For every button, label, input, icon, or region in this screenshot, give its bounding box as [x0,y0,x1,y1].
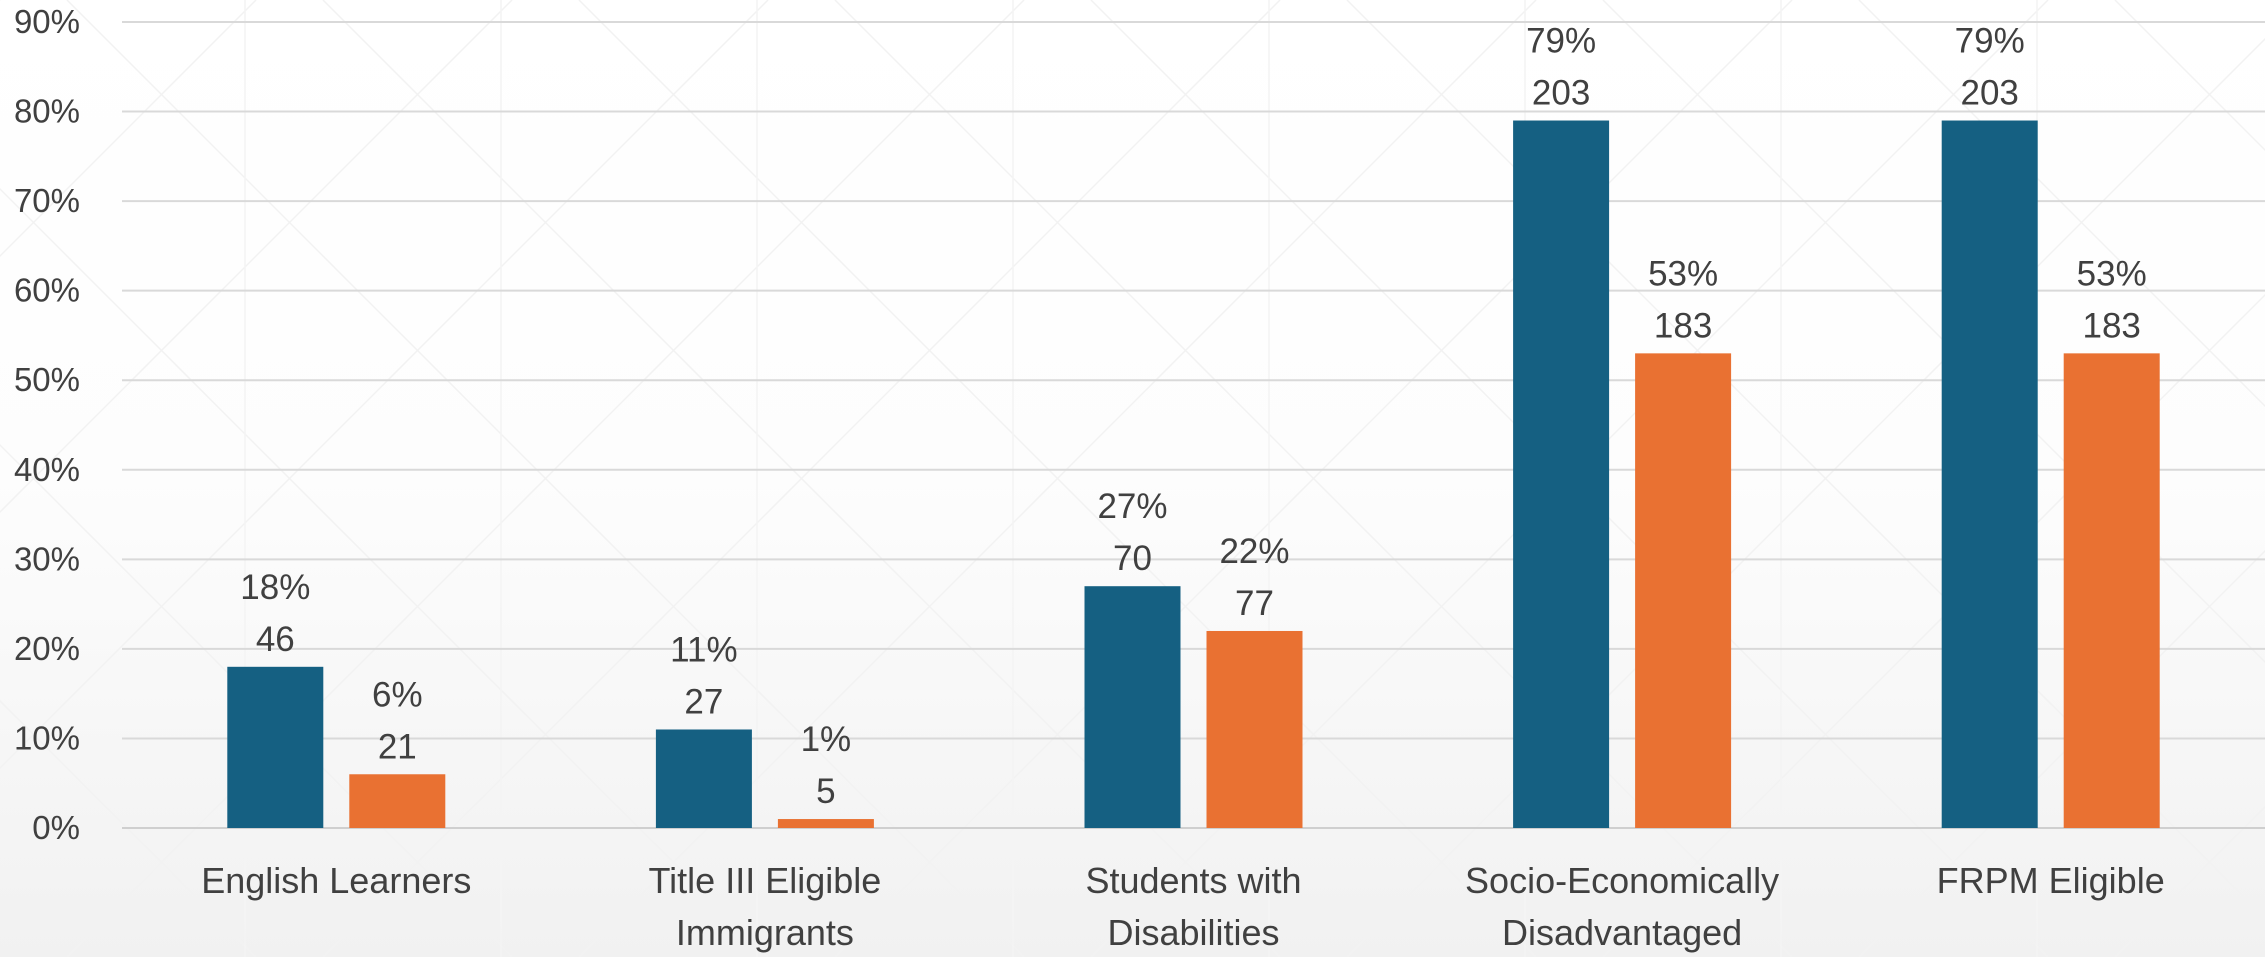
bar-series-2 [777,819,874,828]
data-label-count: 183 [1654,306,1712,345]
bar-series-2 [1635,353,1732,828]
data-label-count: 183 [2082,306,2140,345]
y-tick-label: 90% [14,3,80,40]
data-label-percent: 22% [1219,532,1289,571]
bar-series-1 [1513,120,1610,828]
x-category-label: English Learners [201,860,471,901]
x-category-label: Immigrants [676,912,854,953]
data-label-percent: 27% [1097,487,1167,526]
pattern-line [0,0,769,770]
y-tick-label: 0% [32,809,80,846]
pattern-line [322,0,1281,958]
pattern-line [0,0,257,258]
x-category-label: FRPM Eligible [1937,860,2165,901]
data-label-percent: 53% [2077,254,2147,293]
x-category-label: Students with [1085,860,1301,901]
bar-series-2 [349,774,446,828]
x-category-label: Socio-Economically [1465,860,1779,901]
data-label-percent: 11% [670,630,737,669]
pattern-line [1346,37,2265,958]
data-label-count: 203 [1532,74,1590,113]
data-labels: 18% 46 6% 21 11% 27 1% 5 27% 70 22% 77 79% 203 53% 183 7… [240,22,2146,812]
data-label-count: 46 [256,620,295,659]
bar-series-1 [1084,586,1181,828]
data-label-count: 203 [1960,74,2018,113]
bars [227,120,2160,828]
x-category-label: Title III Eligible [649,860,882,901]
y-tick-label: 50% [14,361,80,398]
data-label-percent: 18% [240,568,310,607]
pattern-line [66,0,1025,958]
data-label-percent: 1% [801,720,852,759]
pattern-line [834,0,1793,958]
data-label-percent: 79% [1526,22,1596,61]
pattern-line [0,699,257,958]
y-tick-label: 20% [14,630,80,667]
y-tick-label: 10% [14,719,80,756]
bar-series-2 [2063,353,2160,828]
data-label-count: 27 [684,682,723,721]
bar-series-1 [1941,120,2038,828]
pattern-line [0,0,513,514]
y-tick-label: 60% [14,272,80,309]
y-tick-label: 40% [14,451,80,488]
gridlines [122,21,2265,829]
data-label-count: 21 [378,727,417,766]
bar-series-1 [227,666,324,828]
x-axis: English Learners Title III Eligible Immigr… [201,860,2165,953]
bar-series-1 [655,729,752,828]
y-tick-label: 70% [14,182,80,219]
y-tick-label: 30% [14,540,80,577]
bar-series-2 [1206,630,1303,828]
data-label-percent: 6% [372,675,423,714]
data-label-percent: 53% [1648,254,1718,293]
data-label-count: 70 [1113,539,1152,578]
x-category-label: Disadvantaged [1502,912,1742,953]
data-label-percent: 79% [1955,22,2025,61]
x-category-label: Disabilities [1107,912,1279,953]
y-tick-label: 80% [14,93,80,130]
data-label-count: 77 [1235,584,1274,623]
data-label-count: 5 [816,772,835,811]
y-axis: 0% 10% 20% 30% 40% 50% 60% 70% 80% 90% [14,3,80,846]
